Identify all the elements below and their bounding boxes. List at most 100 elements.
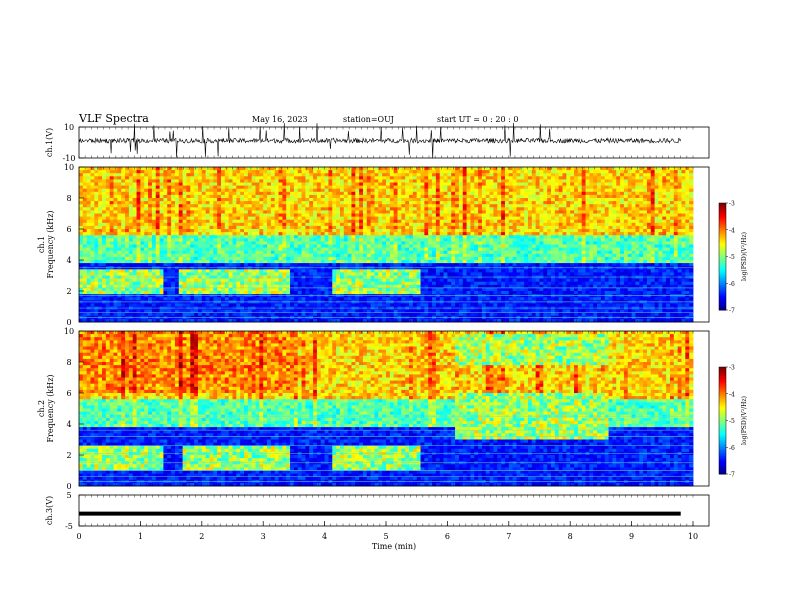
- ch1-image: [79, 167, 694, 323]
- ch2-ylabel-frequency: Frequency (kHz): [46, 374, 55, 442]
- ch1-colorbar-gradient-step: [719, 295, 726, 299]
- ch2-colorbar-gradient-step: [719, 416, 726, 420]
- ch2-colorbar-gradient-step: [719, 472, 726, 475]
- ch2-colorbar-gradient-step: [719, 370, 726, 373]
- ch2-colorbar-gradient-step: [719, 415, 726, 418]
- station-label: station=OUJ: [343, 115, 394, 124]
- ch1-colorbar-gradient-step: [719, 256, 726, 259]
- ch2-colorbar-tick-label: -6: [729, 445, 735, 452]
- ch2-ylabel-channel: ch.2: [37, 400, 46, 417]
- ch1-colorbar-gradient-step: [719, 244, 726, 247]
- x-axis-title: Time (min): [372, 542, 416, 551]
- ch1-colorbar-gradient-step: [719, 297, 726, 300]
- ch2-colorbar-tick-label: -3: [729, 365, 735, 372]
- ch2-colorbar-gradient-step: [719, 470, 726, 473]
- ch2-colorbar-gradient-step: [719, 383, 726, 386]
- ch2-colorbar-gradient-step: [719, 452, 726, 455]
- ch1-colorbar-gradient-step: [719, 272, 726, 275]
- xtick-label: 1: [138, 532, 143, 541]
- ch1-colorbar-gradient-step: [719, 268, 726, 272]
- ch1-colorbar-gradient-step: [719, 213, 726, 216]
- ch2-colorbar-gradient-step: [719, 418, 726, 421]
- ch1-colorbar-gradient-step: [719, 301, 726, 304]
- ch1-colorbar-gradient-step: [719, 204, 726, 208]
- ch3-ylabel: ch.3(V): [45, 496, 54, 525]
- ch1-colorbar-gradient-step: [719, 233, 726, 236]
- ch1-colorbar-gradient-step: [719, 224, 726, 227]
- ch2-colorbar-gradient-step: [719, 427, 726, 430]
- ch2-colorbar-tick-label: -4: [729, 391, 735, 398]
- ch1-colorbar-gradient-step: [719, 222, 726, 225]
- ch2-colorbar-gradient-step: [719, 457, 726, 461]
- ch1-colorbar-gradient-step: [719, 270, 726, 274]
- ch1-colorbar-gradient-step: [719, 304, 726, 307]
- ch1-colorbar-tick-label: -7: [729, 308, 735, 315]
- ch1-colorbar-tick-label: -6: [729, 281, 735, 288]
- ch2-colorbar-gradient-step: [719, 368, 726, 372]
- xtick-label: 7: [506, 532, 511, 541]
- ch2-colorbar-gradient-step: [719, 390, 726, 393]
- ch1-colorbar-gradient-step: [719, 210, 726, 213]
- ch2-colorbar-gradient-step: [719, 422, 726, 425]
- ch2-colorbar-gradient-step: [719, 379, 726, 382]
- ch1-colorbar-gradient-step: [719, 206, 726, 209]
- ch2-colorbar-gradient-step: [719, 384, 726, 388]
- ch2-colorbar-gradient-step: [719, 397, 726, 400]
- ch1-colorbar-gradient-step: [719, 226, 726, 229]
- ytick-label: 2: [66, 287, 71, 296]
- ch1-colorbar-gradient-step: [719, 283, 726, 286]
- ch1-colorbar-gradient-step: [719, 236, 726, 240]
- ch2-colorbar-gradient-step: [719, 443, 726, 446]
- ch2-colorbar-label: log(PSD)(V²/Hz): [741, 396, 748, 445]
- ch1-colorbar-gradient-step: [719, 235, 726, 238]
- ch1-colorbar-gradient-step: [719, 265, 726, 268]
- ch2-colorbar-gradient-step: [719, 424, 726, 427]
- ch1-colorbar-gradient-step: [719, 229, 726, 233]
- ch1-colorbar-gradient-step: [719, 217, 726, 220]
- ch2-colorbar-gradient-step: [719, 447, 726, 450]
- ch2-colorbar-gradient-step: [719, 441, 726, 445]
- ch2-colorbar-gradient-step: [719, 463, 726, 466]
- ytick-label: 8: [66, 358, 71, 367]
- ch1-colorbar-gradient-step: [719, 293, 726, 297]
- start-time-label: start UT = 0 : 20 : 0: [437, 115, 519, 124]
- ch3-waveform-frame: [78, 494, 710, 527]
- xtick-label: 9: [629, 532, 634, 541]
- ch2-colorbar-gradient-step: [719, 434, 726, 438]
- ch1-colorbar-gradient-step: [719, 274, 726, 277]
- ytick-label: -5: [65, 522, 73, 531]
- ch2-colorbar-gradient-step: [719, 459, 726, 463]
- ch1-colorbar-gradient-step: [719, 276, 726, 279]
- ytick-label: 5: [66, 491, 71, 500]
- ch1-colorbar-tick-label: -3: [729, 201, 735, 208]
- ch1-colorbar-gradient-step: [719, 308, 726, 311]
- ch2-colorbar-gradient-step: [719, 440, 726, 443]
- ch2-colorbar-gradient-step: [719, 402, 726, 405]
- ch1-colorbar-gradient-step: [719, 258, 726, 261]
- ch2-colorbar-gradient-step: [719, 431, 726, 434]
- ch2-spectrogram-frame: [78, 330, 710, 487]
- ch2-colorbar-gradient-step: [719, 381, 726, 384]
- ch2-colorbar-gradient-step: [719, 461, 726, 464]
- date-label: May 16, 2023: [252, 115, 308, 124]
- ch2-colorbar-gradient-step: [719, 413, 726, 416]
- ch2-colorbar-gradient-step: [719, 438, 726, 441]
- xtick-label: 6: [445, 532, 450, 541]
- ch1-colorbar-gradient-step: [719, 277, 726, 281]
- ytick-label: 6: [66, 389, 71, 398]
- ch2-colorbar-gradient-step: [719, 393, 726, 397]
- ytick-label: 6: [66, 225, 71, 234]
- ch2-colorbar-gradient-step: [719, 408, 726, 411]
- ch2-colorbar-gradient-step: [719, 449, 726, 452]
- ch1-colorbar-tick-label: -5: [729, 254, 735, 261]
- ch2-colorbar-gradient-step: [719, 425, 726, 429]
- ch1-colorbar-gradient-step: [719, 290, 726, 293]
- ch2-colorbar-gradient-step: [719, 400, 726, 404]
- ch1-colorbar-gradient-step: [719, 215, 726, 218]
- ch2-colorbar-gradient-step: [719, 409, 726, 413]
- ch2-colorbar-gradient-step: [719, 391, 726, 395]
- chart-title: VLF Spectra: [79, 112, 149, 125]
- ch1-colorbar-gradient-step: [719, 251, 726, 254]
- ch1-colorbar-gradient-step: [719, 242, 726, 245]
- ch2-colorbar-gradient-step: [719, 386, 726, 389]
